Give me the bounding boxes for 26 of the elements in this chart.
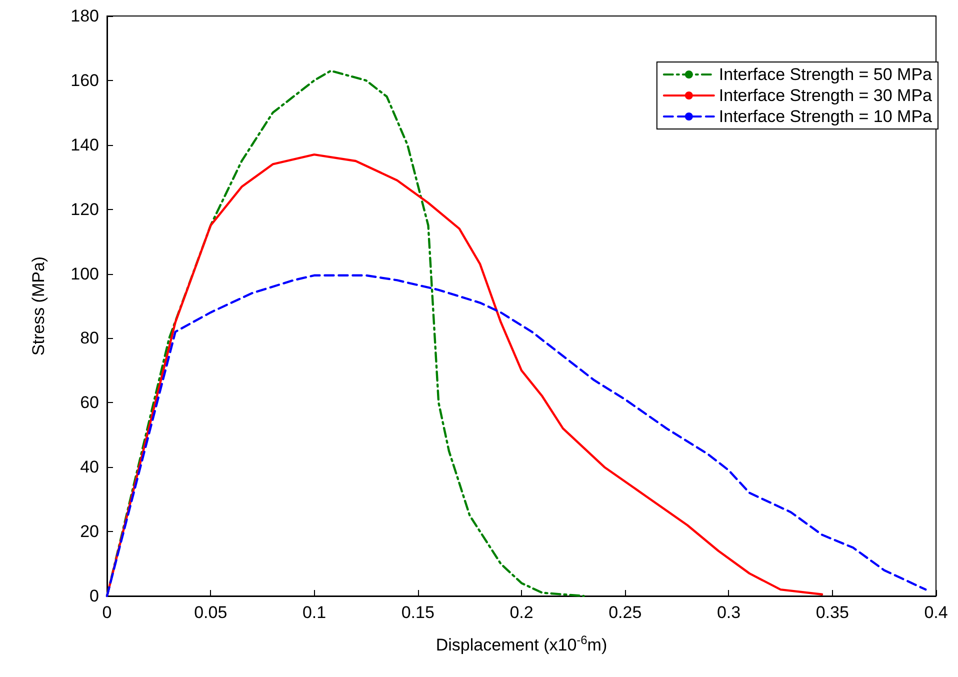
legend-label: Interface Strength = 10 MPa [718, 107, 933, 126]
y-tick-label: 120 [70, 200, 99, 219]
y-tick-label: 40 [80, 458, 99, 477]
legend-label: Interface Strength = 30 MPa [718, 86, 933, 105]
y-tick-label: 0 [90, 586, 99, 606]
legend-label: Interface Strength = 50 MPa [718, 65, 933, 84]
y-tick-label: 180 [70, 6, 99, 26]
line-series [106, 70, 585, 598]
x-tick-label: 0.1 [302, 603, 326, 622]
x-tick-label: 0.15 [401, 603, 434, 622]
x-tick-label: 0.35 [816, 603, 849, 622]
y-tick-label: 100 [70, 264, 99, 284]
y-tick-label: 160 [70, 70, 99, 90]
line-series [106, 274, 927, 598]
y-tick-label: 140 [70, 135, 99, 154]
y-tick-label: 20 [80, 522, 99, 542]
x-tick-label: 0 [102, 603, 112, 622]
line-series [106, 153, 824, 598]
x-tick-label: 0.25 [608, 603, 642, 622]
x-tick-label: 0.05 [194, 603, 228, 622]
y-tick-label: 80 [80, 328, 99, 348]
x-tick-label: 0.4 [924, 603, 948, 622]
x-tick-label: 0.2 [510, 603, 534, 622]
y-axis-title: Stress (MPa) [29, 256, 48, 356]
x-tick-label: 0.3 [716, 603, 741, 622]
y-tick-label: 60 [80, 393, 99, 412]
